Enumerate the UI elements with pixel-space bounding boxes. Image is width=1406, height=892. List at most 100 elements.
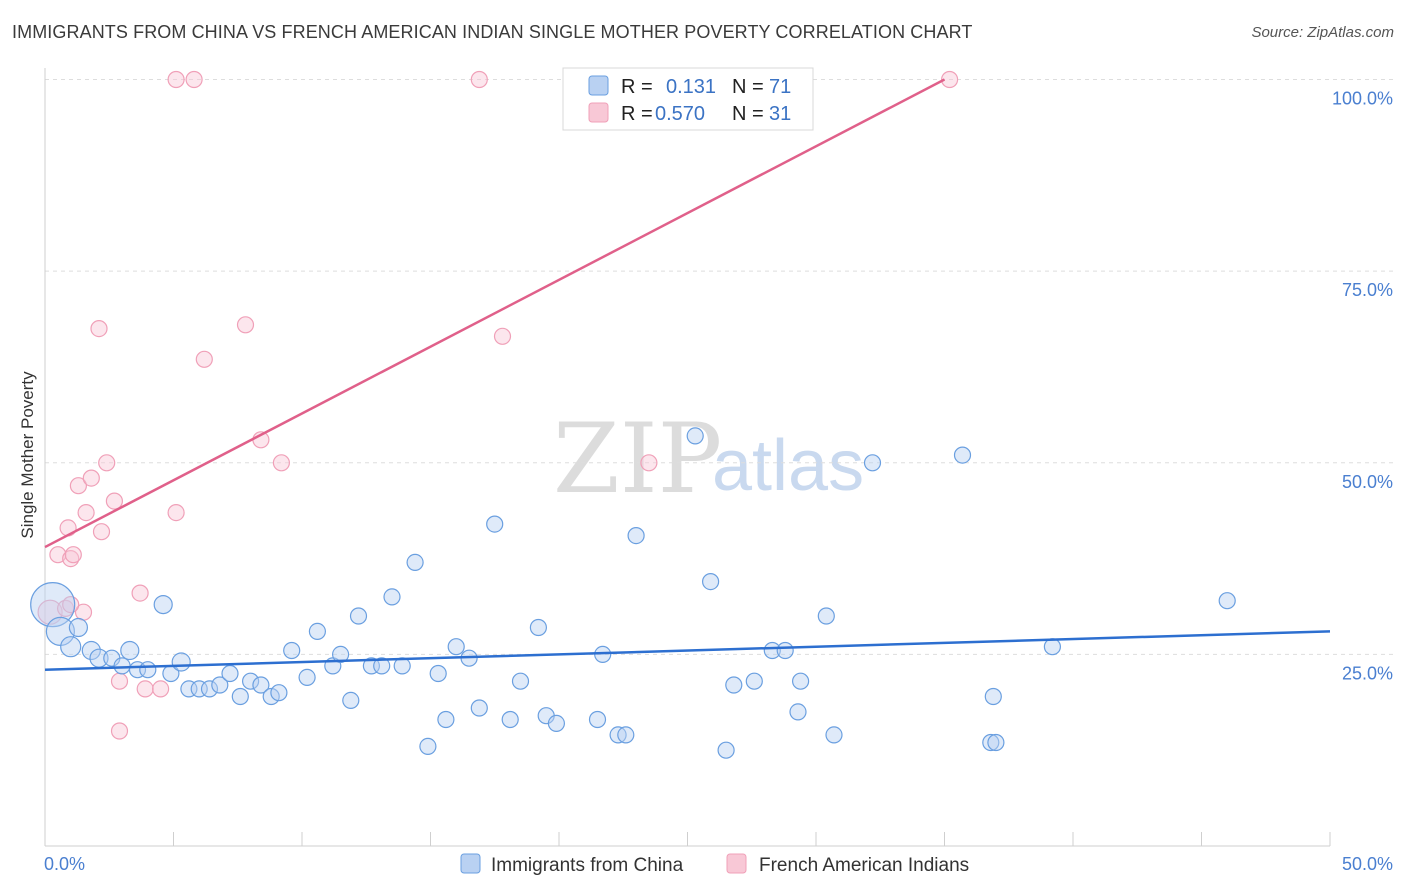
china-point [776,641,794,660]
x-tick-label-min: 0.0% [44,854,85,874]
china-point [298,668,316,687]
china-point [200,680,219,698]
china-point [120,640,140,661]
french-point [69,477,88,495]
china-point [231,687,249,706]
china-point [987,733,1005,752]
legend: R = 0.131 N = 71 R = 0.570 N = 31 [562,67,814,131]
legend-swatch-french [588,102,609,123]
china-point [81,640,101,661]
china-point [447,638,465,656]
y-tick-labels: 25.0% 50.0% 75.0% 100.0% [1332,89,1393,684]
china-point [252,676,270,694]
china-point [242,672,260,690]
french-point [64,546,82,564]
bottom-legend-label-french: French American Indians [759,855,969,876]
china-point [789,703,807,721]
china-point [825,726,843,744]
china-point [113,657,131,675]
china-point [342,691,360,710]
y-tick-label: 50.0% [1342,472,1393,492]
legend-n-label-french: N = [732,103,764,125]
china-point [332,645,350,664]
china-point [817,607,835,625]
china-point [221,664,239,683]
french-point [640,454,658,472]
legend-r-value-china: 0.131 [666,76,716,98]
china-point [984,687,1002,706]
bottom-legend-swatch-china [460,853,481,874]
french-point [131,584,149,602]
french-point [105,492,124,510]
china-point [617,726,635,744]
china-point [763,641,781,660]
china-point [406,553,424,572]
china-point [863,454,882,472]
china-point [791,672,810,690]
french-point [77,503,95,522]
french-point [470,70,488,89]
china-point [60,636,82,658]
china-point [270,684,288,702]
y-tick-label: 25.0% [1342,663,1393,683]
china-point [745,672,763,690]
bottom-legend-swatch-french [726,853,747,874]
china-point [470,699,488,717]
china-point [308,622,326,641]
china-point [486,515,504,533]
china-point [211,676,229,694]
legend-r-label-china: R = [621,76,653,98]
china-point [283,641,301,660]
china-point [429,664,447,683]
china-point [1043,638,1062,656]
legend-swatch-china [588,75,609,96]
french-point [152,680,170,698]
china-point [547,714,566,733]
watermark: ZIP atlas [553,403,864,515]
french-point [92,523,111,541]
china-point [383,588,401,606]
french-point [195,350,213,368]
source-label: Source: ZipAtlas.com [1251,24,1394,41]
china-point [717,741,735,759]
french-point [493,327,512,345]
french-point [90,320,108,338]
watermark-zip: ZIP [553,403,722,515]
french-point [167,70,185,89]
french-point [272,454,290,472]
french-point [185,70,203,89]
china-point [437,710,455,729]
china-point [349,607,368,625]
french-point [236,316,255,334]
y-tick-label: 75.0% [1342,280,1393,300]
x-ticks [44,832,1331,846]
china-point [68,617,89,638]
legend-n-value-china: 71 [769,76,791,98]
legend-n-label-china: N = [732,76,764,98]
y-axis-label: Single Mother Poverty [18,371,37,539]
legend-n-value-french: 31 [769,103,791,125]
china-point [701,572,720,591]
china-point [30,581,76,628]
x-tick-label-max: 50.0% [1342,854,1393,874]
french-point [136,680,154,698]
french-point [98,454,116,472]
china-point [373,657,391,675]
chart-title: IMMIGRANTS FROM CHINA VS FRENCH AMERICAN… [12,22,973,42]
china-point [588,710,607,729]
china-point [982,733,1000,752]
series-immigrants-from-china [30,427,1236,759]
grid [45,79,1395,655]
china-point [529,618,548,637]
china-point [686,427,704,445]
legend-r-label-french: R = [621,103,653,125]
french-point [110,672,129,690]
series-french-american-indians [37,70,959,740]
bottom-legend-label-china: Immigrants from China [491,855,684,876]
trendlines [44,78,1331,671]
french-point [82,469,100,487]
china-point [419,737,437,756]
y-tick-label: 100.0% [1332,89,1393,109]
china-point [501,710,519,729]
